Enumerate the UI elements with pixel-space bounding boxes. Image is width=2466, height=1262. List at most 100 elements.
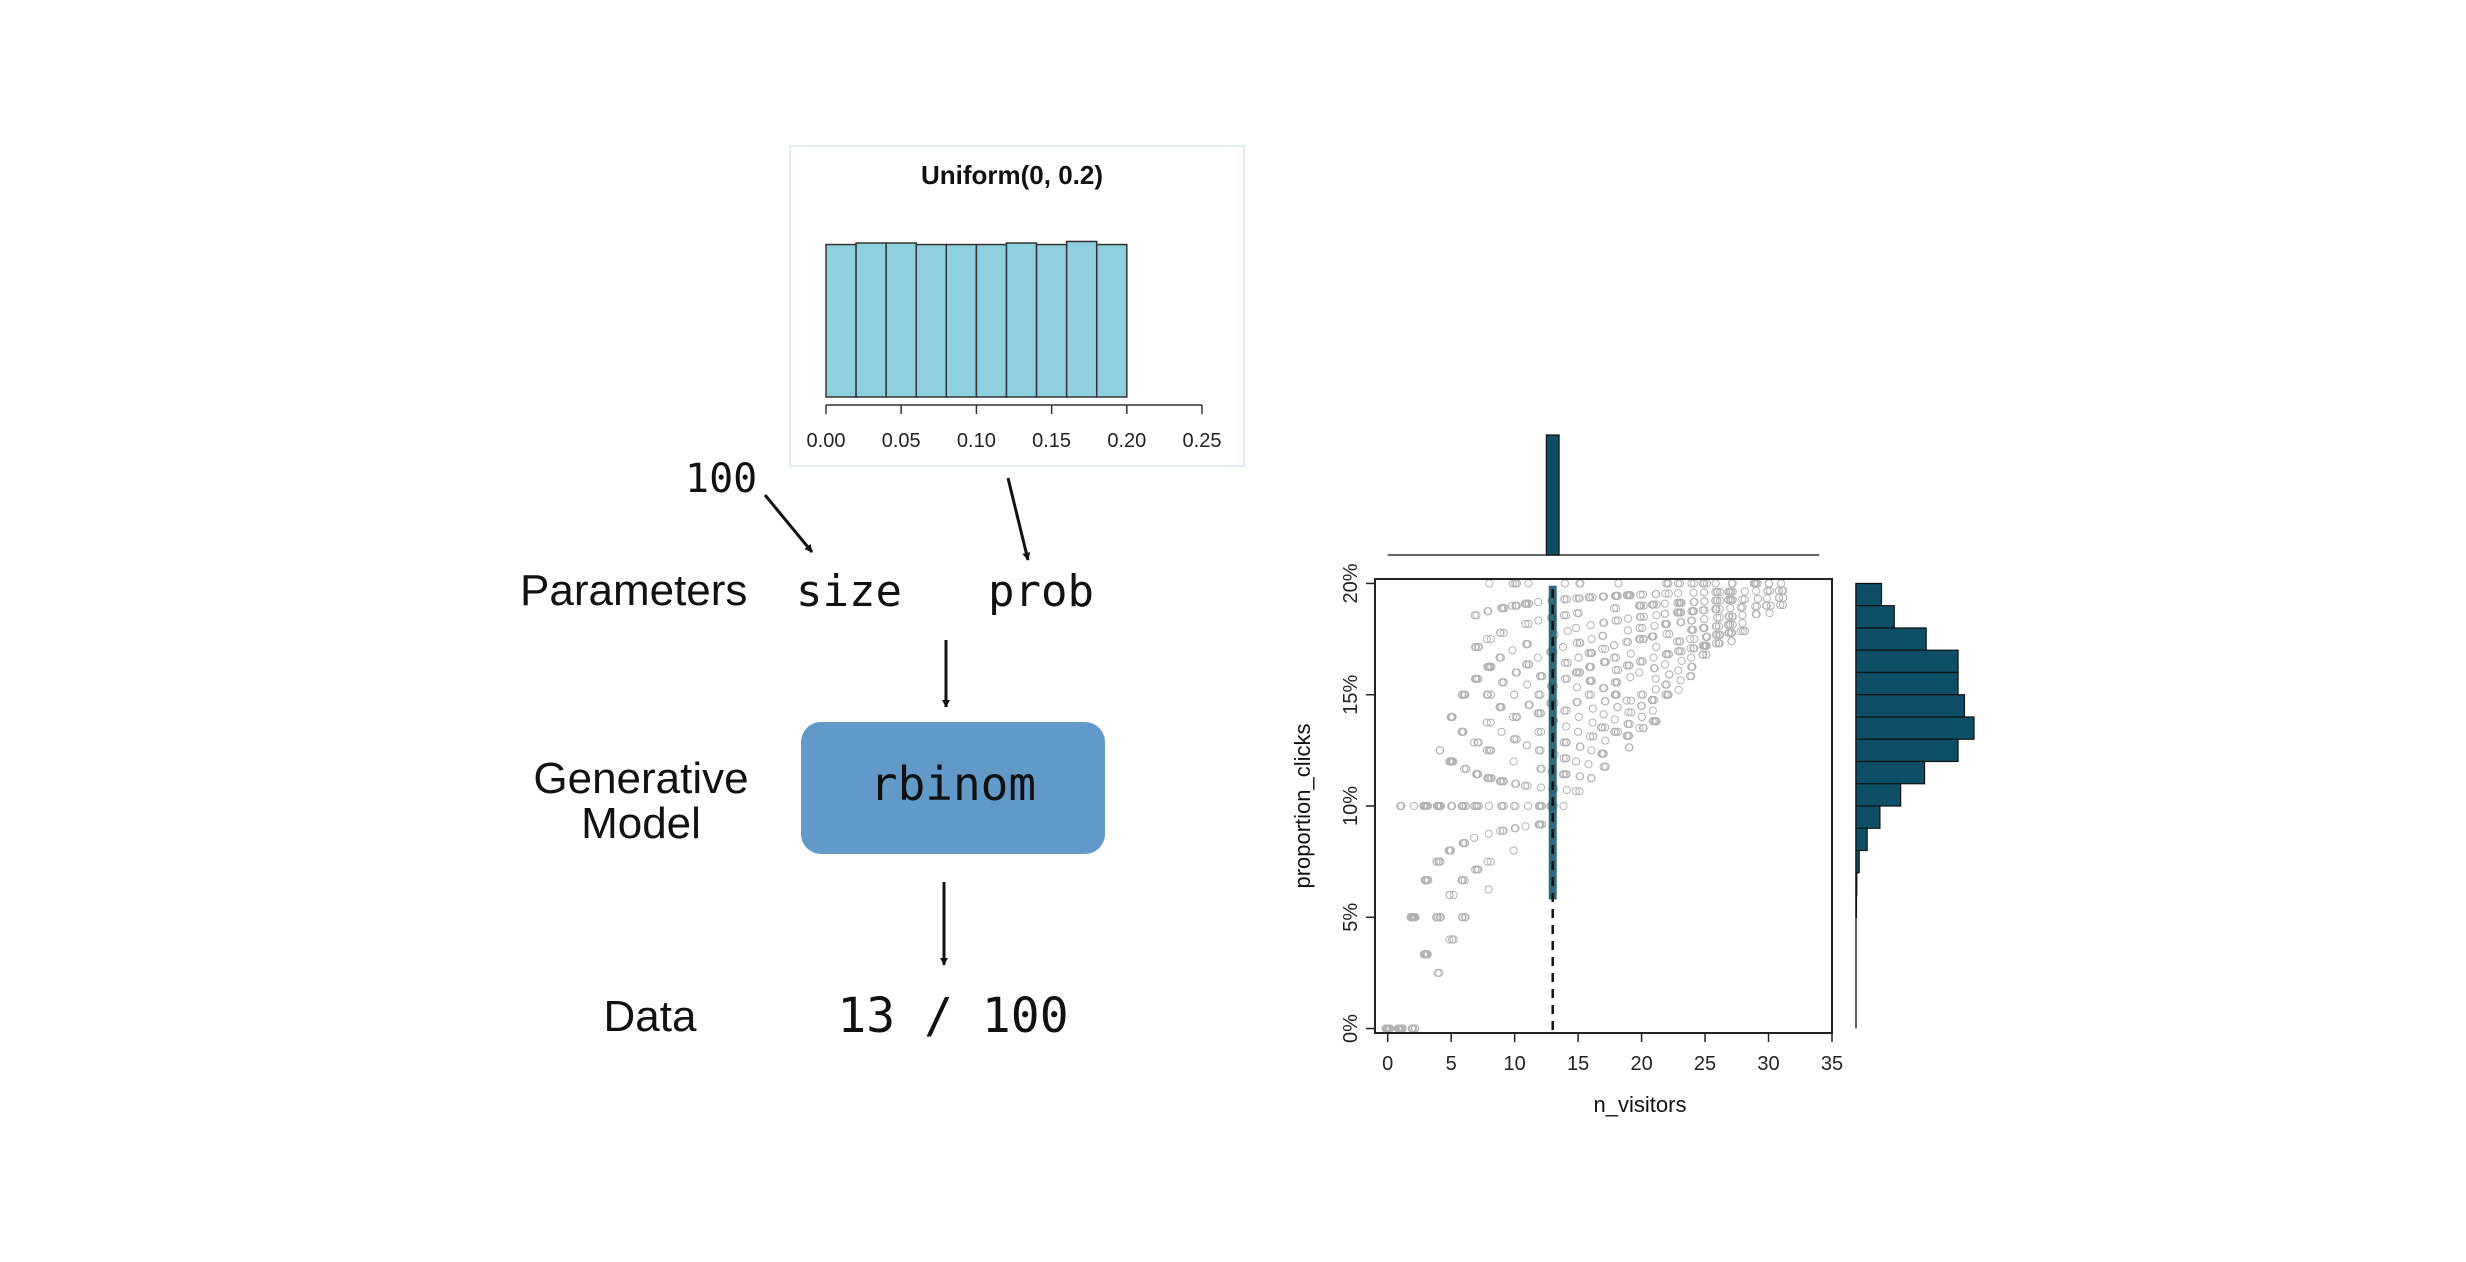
scatter-point xyxy=(1639,612,1648,621)
right-marginal-bar xyxy=(1855,582,1883,607)
scatter-point xyxy=(1715,605,1724,614)
scatter-point xyxy=(1649,653,1658,662)
scatter-point xyxy=(1626,649,1635,658)
scatter-point xyxy=(1601,657,1610,667)
scatter-point xyxy=(1523,801,1533,811)
scatter-point xyxy=(1740,595,1749,604)
scatter-point xyxy=(1711,605,1720,614)
scatter-point xyxy=(1498,826,1507,835)
scatter-point xyxy=(1689,588,1698,597)
scatter-point xyxy=(1571,757,1581,766)
model-name: rbinom xyxy=(870,757,1036,811)
x-tick-label: 20 xyxy=(1630,1053,1652,1075)
prior-tick-label: 0.10 xyxy=(957,430,996,452)
scatter-point xyxy=(1444,846,1453,855)
scatter-point xyxy=(1726,620,1735,629)
scatter-point xyxy=(1712,630,1721,639)
scatter-point xyxy=(1574,594,1583,603)
prior-bar xyxy=(1095,243,1128,398)
scatter-point xyxy=(1510,690,1519,699)
scatter-point xyxy=(1536,764,1545,774)
right-marginal-bar xyxy=(1855,805,1881,829)
scatter-point xyxy=(1432,801,1442,811)
scatter-point xyxy=(1586,621,1595,630)
scatter-point xyxy=(1574,727,1583,736)
scatter-point xyxy=(1461,764,1471,774)
scatter-point xyxy=(1716,630,1725,639)
scatter-point xyxy=(1560,674,1570,683)
scatter-point xyxy=(1586,676,1595,685)
scatter-point xyxy=(1728,620,1737,629)
scatter-point xyxy=(1419,801,1428,811)
prior-x-axis: 0.00 0.05 0.10 0.15 0.20 0.25 xyxy=(807,404,1221,452)
scatter-point xyxy=(1677,656,1686,665)
scatter-point xyxy=(1560,658,1570,668)
y-axis-label: proportion_clicks xyxy=(1290,723,1315,888)
scatter-point xyxy=(1624,708,1633,717)
scatter-point xyxy=(1445,890,1454,900)
scatter-point xyxy=(1661,650,1670,659)
scatter-point xyxy=(1751,610,1760,619)
scatter-point xyxy=(1457,690,1466,699)
scatter-point xyxy=(1687,662,1696,672)
scatter-point xyxy=(1497,801,1506,811)
scatter-point xyxy=(1762,601,1771,610)
scatter-point xyxy=(1472,801,1481,811)
scatter-point xyxy=(1639,601,1648,610)
scatter-point xyxy=(1537,672,1546,681)
scatter-point xyxy=(1677,647,1686,656)
prior-bar xyxy=(1005,242,1038,398)
prior-tick-label: 0.15 xyxy=(1032,430,1071,452)
scatter-point xyxy=(1460,690,1469,699)
scatter-point xyxy=(1536,709,1545,718)
scatter-point xyxy=(1484,774,1493,783)
scatter-point xyxy=(1560,579,1569,588)
scatter-point xyxy=(1496,826,1505,835)
scatter-point xyxy=(1698,579,1707,588)
y-tick-label: 0% xyxy=(1340,1014,1362,1043)
scatter-point xyxy=(1663,690,1672,699)
scatter-point xyxy=(1635,724,1644,733)
scatter-point xyxy=(1575,772,1584,781)
scatter-point xyxy=(1588,732,1598,741)
scatter-point xyxy=(1423,876,1433,885)
scatter-point xyxy=(1601,697,1610,706)
scatter-point xyxy=(1596,723,1606,732)
scatter-point xyxy=(1609,641,1619,650)
scatter-point xyxy=(1698,650,1708,659)
scatter-point xyxy=(1588,704,1597,713)
scatter-point xyxy=(1738,611,1747,620)
highlight-column xyxy=(1548,585,1557,1033)
scatter-point xyxy=(1520,781,1530,790)
scatter-point xyxy=(1711,587,1720,597)
scatter-point xyxy=(1661,589,1670,598)
scatter-point xyxy=(1436,801,1445,811)
scatter-point xyxy=(1447,935,1457,944)
scatter-point xyxy=(1460,876,1469,885)
scatter-point xyxy=(1435,857,1444,866)
y-tick-label: 10% xyxy=(1340,786,1362,826)
scatter-point xyxy=(1474,642,1483,652)
prior-histogram: Uniform(0, 0.2) 0.00 0.05 0.10 0.15 0.20 0.25 xyxy=(789,145,1245,467)
scatter-point xyxy=(1674,666,1683,675)
scatter-point xyxy=(1584,648,1593,658)
scatter-point xyxy=(1587,648,1597,658)
scatter-point xyxy=(1637,701,1646,710)
scatter-point xyxy=(1471,642,1481,652)
scatter-point xyxy=(1536,820,1545,829)
y-tick-label: 20% xyxy=(1340,563,1362,603)
scatter-point xyxy=(1586,690,1595,699)
scatter-point xyxy=(1686,644,1695,653)
right-marginal-bar xyxy=(1855,694,1966,718)
scatter-point xyxy=(1571,787,1580,796)
scatter-point xyxy=(1711,639,1721,648)
scatter-point xyxy=(1469,833,1479,842)
scatter-point xyxy=(1445,935,1454,944)
scatter-point xyxy=(1637,690,1646,699)
scatter-point xyxy=(1623,637,1633,647)
prior-bar xyxy=(915,243,948,398)
scatter-point xyxy=(1520,599,1529,608)
scatter-point xyxy=(1699,588,1709,597)
scatter-point xyxy=(1447,757,1456,766)
arrow-prior-to-prob xyxy=(1006,477,1031,561)
